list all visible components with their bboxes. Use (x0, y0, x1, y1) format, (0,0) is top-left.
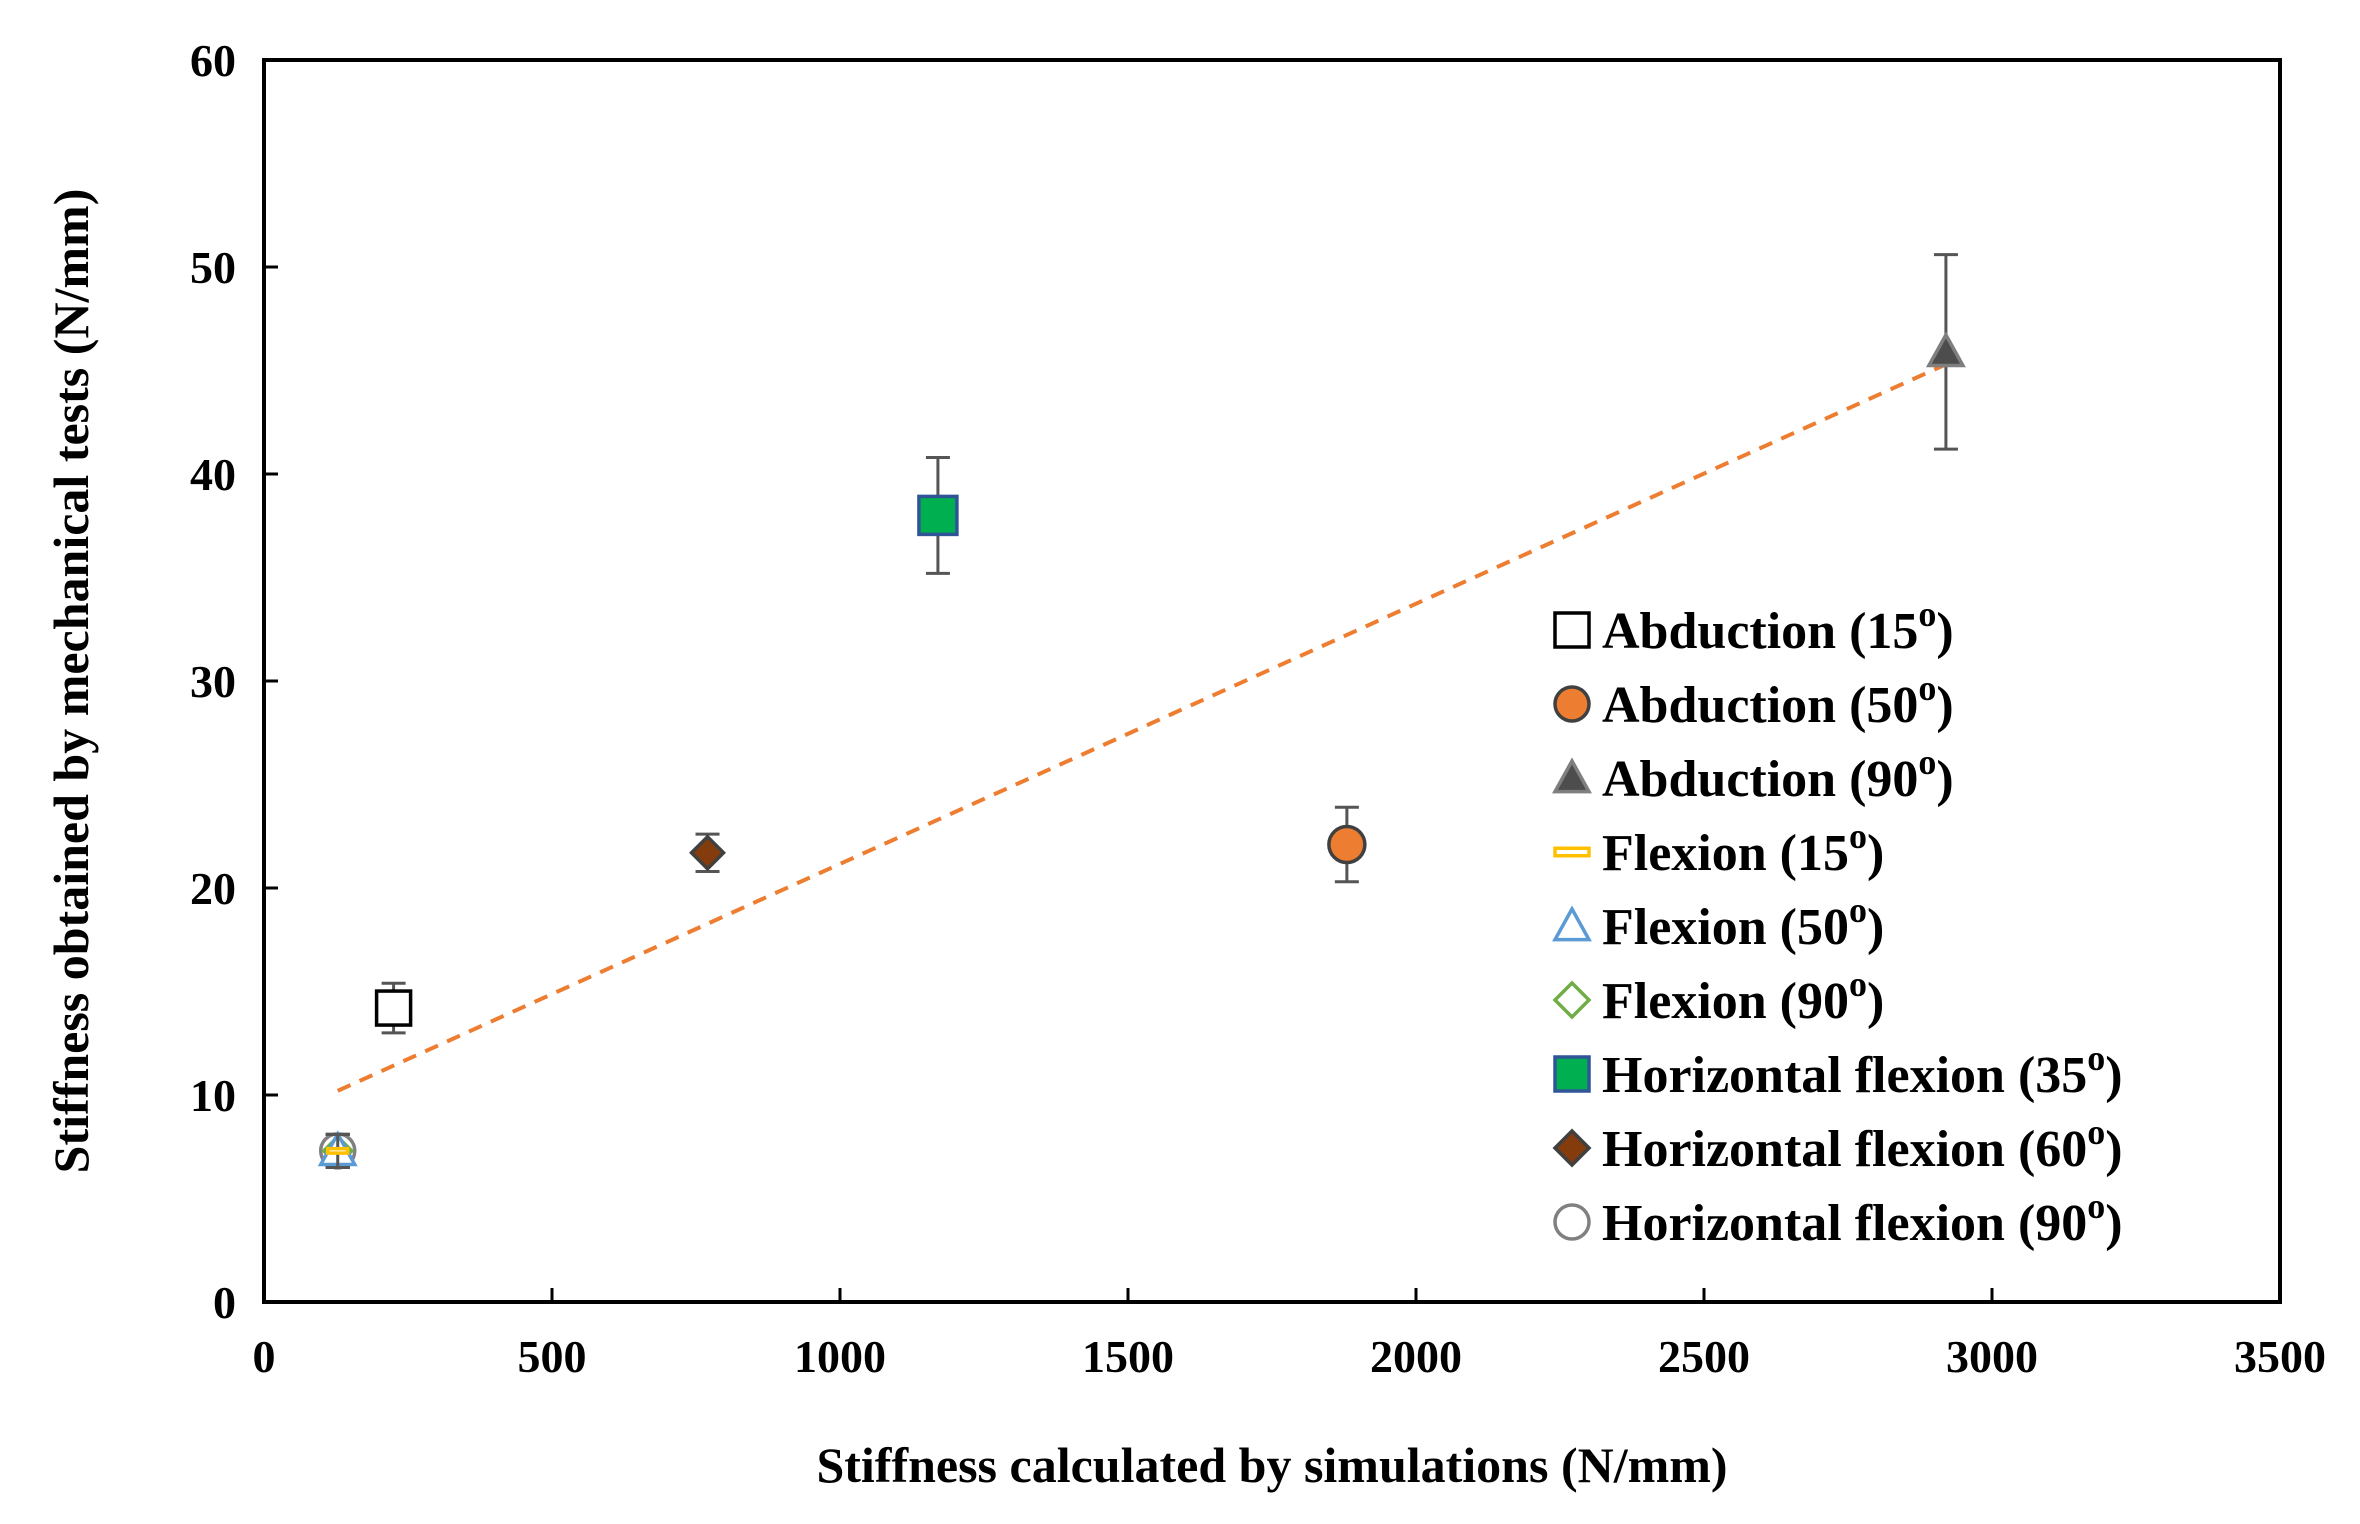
legend-label-text: Horizontal flexion (60 (1602, 1121, 2087, 1178)
x-tick-label: 2000 (1370, 1331, 1462, 1382)
y-tick-label: 60 (190, 35, 236, 86)
legend: Abduction (15o)Abduction (50o)Abduction … (1552, 594, 2123, 1252)
degree-superscript: o (1918, 594, 1936, 634)
x-tick-label: 3000 (1946, 1331, 2038, 1382)
legend-close-paren: ) (1936, 751, 1953, 808)
legend-close-paren: ) (1936, 603, 1953, 660)
trendline-group (336, 362, 1947, 1093)
legend-label-text: Horizontal flexion (35 (1602, 1047, 2087, 1104)
x-axis-title: Stiffness calculated by simulations (N/m… (816, 1437, 1727, 1493)
legend-label: Flexion (15o) (1602, 816, 1884, 882)
y-tick-label: 40 (190, 449, 236, 500)
legend-close-paren: ) (1867, 973, 1884, 1030)
legend-marker (1553, 611, 1591, 649)
degree-superscript: o (2087, 1112, 2105, 1152)
legend-marker (1553, 846, 1591, 858)
legend-label-text: Horizontal flexion (90 (1602, 1195, 2087, 1252)
legend-close-paren: ) (1867, 825, 1884, 882)
legend-label: Flexion (90o) (1602, 964, 1884, 1030)
data-point (325, 1146, 350, 1155)
legend-marker (1552, 905, 1592, 942)
plot-area (262, 58, 2282, 1304)
degree-superscript: o (1918, 742, 1936, 782)
x-tick-label: 1500 (1082, 1331, 1174, 1382)
legend-marker (1552, 1128, 1592, 1168)
legend-label-text: Abduction (50 (1602, 677, 1918, 734)
trendline (336, 362, 1947, 1093)
legend-label-text: Abduction (15 (1602, 603, 1918, 660)
y-tick-label: 0 (213, 1277, 236, 1328)
degree-superscript: o (2087, 1038, 2105, 1078)
legend-label: Abduction (50o) (1602, 668, 1954, 734)
degree-superscript: o (1849, 816, 1867, 856)
degree-superscript: o (2087, 1186, 2105, 1226)
degree-superscript: o (1849, 964, 1867, 1004)
data-point (1327, 824, 1367, 865)
legend-label: Flexion (50o) (1602, 890, 1884, 956)
legend-marker (1552, 980, 1592, 1020)
data-point (917, 494, 959, 537)
x-tick-label: 3500 (2234, 1331, 2326, 1382)
legend-marker (1553, 1203, 1591, 1241)
legend-marker (1552, 757, 1592, 794)
y-axis-title: Stiffness obtained by mechanical tests (… (43, 189, 99, 1174)
legend-label-text: Flexion (50 (1602, 899, 1849, 956)
legend-label: Horizontal flexion (60o) (1602, 1112, 2123, 1178)
y-axis: 0 10 20 30 40 50 60 (190, 35, 278, 1328)
legend-close-paren: ) (2105, 1047, 2122, 1104)
legend-label: Abduction (90o) (1602, 742, 1954, 808)
legend-marker (1553, 1055, 1591, 1093)
legend-label: Horizontal flexion (35o) (1602, 1038, 2123, 1104)
legend-label-text: Abduction (90 (1602, 751, 1918, 808)
x-tick-label: 2500 (1658, 1331, 1750, 1382)
y-tick-label: 10 (190, 1070, 236, 1121)
x-tick-label: 0 (253, 1331, 276, 1382)
degree-superscript: o (1849, 890, 1867, 930)
legend-label-text: Flexion (15 (1602, 825, 1849, 882)
legend-label: Horizontal flexion (90o) (1602, 1186, 2123, 1252)
data-point (1925, 331, 1966, 368)
legend-label: Abduction (15o) (1602, 594, 1954, 660)
legend-close-paren: ) (1936, 677, 1953, 734)
x-tick-label: 500 (518, 1331, 587, 1382)
x-axis: 0 500 1000 1500 2000 2500 3000 3500 (253, 1288, 2326, 1382)
x-tick-label: 1000 (794, 1331, 886, 1382)
data-points (317, 253, 1966, 1170)
data-point (374, 989, 413, 1027)
y-tick-label: 20 (190, 863, 236, 914)
y-tick-label: 30 (190, 656, 236, 707)
legend-close-paren: ) (2105, 1121, 2122, 1178)
data-point (689, 834, 726, 872)
legend-label-text: Flexion (90 (1602, 973, 1849, 1030)
degree-superscript: o (1918, 668, 1936, 708)
legend-close-paren: ) (1867, 899, 1884, 956)
legend-close-paren: ) (2105, 1195, 2122, 1252)
y-tick-label: 50 (190, 242, 236, 293)
legend-marker (1553, 685, 1591, 723)
